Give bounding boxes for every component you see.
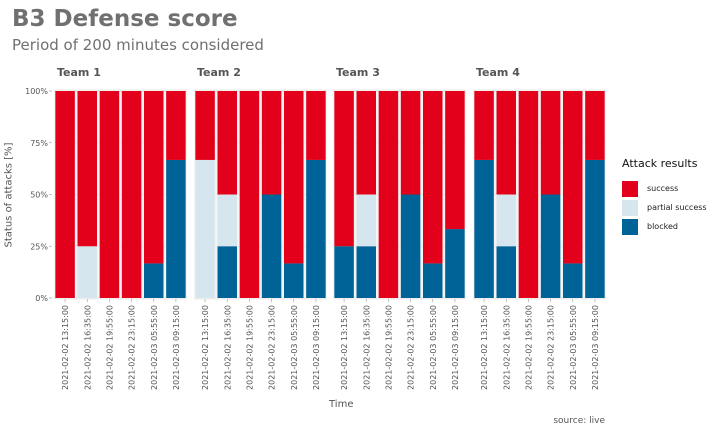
legend: Attack results success partial success b… [622, 157, 707, 236]
x-tick-label: 2021-02-03 05:55:00 [150, 305, 159, 390]
bar-segment-partial-success [496, 194, 516, 247]
legend-swatch-blocked [622, 218, 638, 235]
bar-segment-partial-success [77, 246, 97, 298]
bar-segment-success [334, 91, 354, 247]
x-tick-label: 2021-02-02 13:15:00 [340, 305, 349, 390]
legend-label-success: success [647, 184, 679, 193]
chart-title: B3 Defense score [12, 6, 238, 32]
bar-segment-success [378, 91, 399, 298]
legend-item-partial-success: partial success [622, 198, 707, 217]
bar-segment-blocked [284, 263, 304, 298]
bar-segment-success [166, 91, 186, 160]
bar-segment-partial-success [356, 194, 376, 247]
x-tick-label: 2021-02-02 19:55:00 [105, 305, 114, 390]
bar-segment-success [474, 91, 494, 160]
source-note: source: live [553, 416, 605, 426]
bar-segment-success [423, 91, 443, 264]
legend-title: Attack results [622, 157, 698, 170]
bar-segment-success [540, 91, 561, 195]
bar-segment-success [217, 91, 237, 195]
x-tick-label: 2021-02-03 05:55:00 [569, 305, 578, 390]
bar-segment-success [195, 91, 215, 160]
bar-segment-blocked [474, 159, 494, 298]
x-tick-label: 2021-02-02 16:35:00 [83, 305, 92, 390]
bar-segment-blocked [400, 194, 421, 298]
bar-segment-blocked [334, 246, 354, 298]
x-tick-label: 2021-02-03 09:15:00 [591, 305, 600, 390]
bar-segment-success [261, 91, 282, 195]
x-axis-label: Time [329, 399, 354, 410]
panel-title: Team 1 [57, 66, 101, 79]
y-tick-label: 0% [35, 294, 48, 303]
legend-label-partial-success: partial success [647, 203, 707, 212]
legend-label-blocked: blocked [647, 222, 678, 231]
bar-segment-success [356, 91, 376, 195]
legend-item-success: success [622, 179, 707, 198]
bar-segment-partial-success [217, 194, 237, 247]
x-tick-label: 2021-02-03 05:55:00 [290, 305, 299, 390]
chart-subtitle: Period of 200 minutes considered [12, 36, 264, 54]
bar-segment-blocked [496, 246, 516, 298]
bar-segment-blocked [144, 263, 164, 298]
bar-segment-blocked [445, 229, 465, 298]
bar-segment-success [585, 91, 605, 160]
bar-segment-success [400, 91, 421, 195]
bar-segment-success [284, 91, 304, 264]
x-tick-label: 2021-02-02 19:55:00 [524, 305, 533, 390]
legend-item-blocked: blocked [622, 217, 707, 236]
x-tick-label: 2021-02-02 16:35:00 [223, 305, 232, 390]
bar-segment-success [563, 91, 583, 264]
x-tick-label: 2021-02-02 23:15:00 [128, 305, 137, 390]
x-tick-label: 2021-02-02 16:35:00 [502, 305, 511, 390]
x-tick-label: 2021-02-02 23:15:00 [547, 305, 556, 390]
bar-segment-success [77, 91, 97, 247]
panel-title: Team 4 [476, 66, 520, 79]
x-tick-label: 2021-02-02 19:55:00 [384, 305, 393, 390]
bar-segment-blocked [540, 194, 561, 298]
bar-segment-partial-success [195, 159, 215, 298]
y-tick-label: 50% [30, 191, 48, 200]
bar-segment-success [445, 91, 465, 230]
x-tick-label: 2021-02-02 19:55:00 [245, 305, 254, 390]
y-tick-label: 75% [30, 139, 48, 148]
bar-segment-blocked [306, 159, 326, 298]
x-tick-label: 2021-02-02 23:15:00 [407, 305, 416, 390]
x-tick-label: 2021-02-02 13:15:00 [201, 305, 210, 390]
y-tick-label: 25% [30, 242, 48, 251]
bar-segment-success [55, 91, 75, 298]
x-tick-label: 2021-02-02 13:15:00 [61, 305, 70, 390]
legend-swatch-success [622, 180, 638, 197]
x-tick-label: 2021-02-03 05:55:00 [429, 305, 438, 390]
legend-swatch-partial-success [622, 199, 638, 216]
x-tick-label: 2021-02-03 09:15:00 [451, 305, 460, 390]
panel-title: Team 3 [336, 66, 380, 79]
bar-segment-success [144, 91, 164, 264]
bar-segment-blocked [356, 246, 376, 298]
bar-segment-success [99, 91, 120, 298]
panel-title: Team 2 [197, 66, 241, 79]
bar-segment-success [518, 91, 539, 298]
bar-segment-blocked [563, 263, 583, 298]
x-tick-label: 2021-02-03 09:15:00 [312, 305, 321, 390]
x-tick-label: 2021-02-02 23:15:00 [268, 305, 277, 390]
bar-segment-success [239, 91, 260, 298]
x-tick-label: 2021-02-02 13:15:00 [480, 305, 489, 390]
x-tick-label: 2021-02-02 16:35:00 [362, 305, 371, 390]
bar-segment-success [496, 91, 516, 195]
bar-segment-blocked [423, 263, 443, 298]
y-tick-label: 100% [25, 87, 48, 96]
bar-segment-success [121, 91, 142, 298]
bar-segment-blocked [261, 194, 282, 298]
bar-segment-blocked [585, 159, 605, 298]
x-tick-label: 2021-02-03 09:15:00 [172, 305, 181, 390]
bar-segment-success [306, 91, 326, 160]
bar-segment-blocked [217, 246, 237, 298]
bar-segment-blocked [166, 159, 186, 298]
